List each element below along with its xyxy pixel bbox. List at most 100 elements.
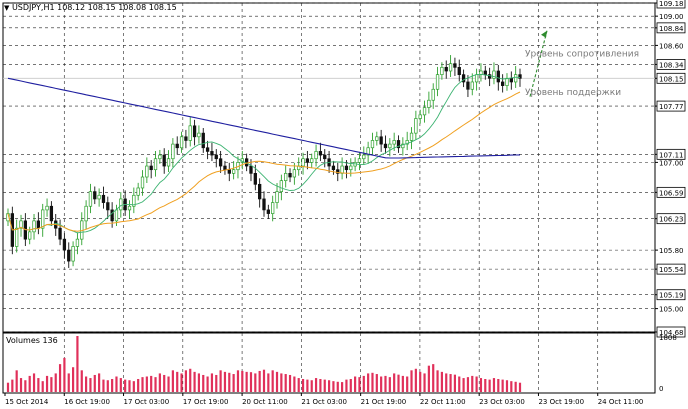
candle-body — [41, 209, 45, 229]
candle-body — [405, 140, 409, 145]
candle-body — [453, 63, 457, 68]
candle-body — [188, 125, 192, 141]
price-axis-label: 107.00 — [659, 159, 684, 167]
dropdown-triangle-icon[interactable]: ▼ — [4, 4, 10, 12]
time-axis-label: 20 Oct 11:00 — [242, 398, 288, 406]
candle-body — [106, 202, 110, 211]
candle-body — [262, 198, 266, 211]
candle-body — [179, 136, 184, 149]
candle-body — [487, 74, 492, 79]
price-axis-label: 108.60 — [659, 42, 684, 50]
candle-body — [145, 165, 149, 178]
candle-body — [197, 132, 201, 138]
time-axis-label: 23 Oct 19:00 — [538, 398, 584, 406]
candle-body — [388, 143, 392, 149]
price-label-box — [656, 326, 686, 338]
price-axis-label: 105.00 — [659, 306, 684, 314]
candle-body — [292, 169, 297, 178]
candle-body — [201, 132, 205, 149]
candle-body — [266, 209, 270, 214]
price-axis-label: 104.68 — [659, 329, 684, 337]
candle-body — [349, 165, 353, 171]
support-label: Уровень поддержки — [525, 88, 621, 98]
candle-body — [336, 169, 340, 174]
candle-body — [114, 209, 119, 222]
candle-body — [214, 154, 218, 160]
candle-body — [15, 227, 19, 247]
candle-body — [162, 154, 166, 167]
candle-body — [192, 125, 197, 138]
price-axis-label: 106.23 — [659, 216, 684, 224]
candle-body — [409, 132, 414, 141]
price-axis-label: 105.19 — [659, 292, 684, 300]
candle-body — [305, 158, 310, 163]
candle-body — [440, 66, 444, 75]
price-axis-label: 109.00 — [659, 13, 684, 21]
candle-body — [45, 205, 49, 211]
candle-body — [271, 202, 275, 214]
candle-body — [231, 169, 236, 174]
candle-body — [514, 74, 518, 83]
price-label-box — [656, 72, 686, 84]
candle-body — [136, 187, 140, 196]
candle-body — [279, 180, 284, 192]
candle-body — [370, 140, 375, 149]
price-label-box — [656, 186, 686, 198]
candle-body — [414, 118, 418, 134]
price-label-box — [656, 213, 686, 225]
time-axis-label: 21 Oct 03:00 — [301, 398, 347, 406]
volume-axis-label: 1808 — [659, 334, 677, 342]
resistance-label: Уровень сопротивления — [525, 49, 639, 59]
time-axis-label: 17 Oct 03:00 — [124, 398, 170, 406]
price-axis-label: 108.84 — [659, 25, 684, 33]
candle-body — [431, 88, 435, 101]
candle-body — [58, 227, 62, 240]
candle-body — [344, 165, 349, 171]
candle-body — [457, 66, 461, 75]
candle-body — [340, 165, 344, 174]
candle-body — [509, 77, 513, 83]
candle-body — [205, 147, 210, 152]
candle-body — [323, 154, 327, 160]
candle-body — [379, 136, 383, 145]
candle-body — [110, 209, 114, 222]
candle-body — [223, 165, 227, 171]
candle-body — [396, 140, 401, 149]
time-axis-label: 24 Oct 11:00 — [598, 398, 644, 406]
candle-body — [444, 66, 448, 72]
volume-panel-frame — [2, 332, 656, 394]
candle-body — [483, 70, 487, 75]
candle-body — [249, 165, 253, 174]
volume-axis-label: 0 — [659, 385, 663, 393]
time-axis-label: 15 Oct 2014 — [5, 398, 49, 406]
candle-body — [101, 194, 106, 203]
price-label-box — [656, 289, 686, 301]
candle-body — [375, 136, 379, 141]
candle-body — [492, 70, 496, 79]
time-axis-label: 17 Oct 19:00 — [183, 398, 229, 406]
price-label-box — [656, 0, 686, 9]
price-axis-label: 108.15 — [659, 75, 684, 83]
time-axis-label: 21 Oct 19:00 — [361, 398, 407, 406]
time-axis-label: 23 Oct 03:00 — [479, 398, 525, 406]
candle-body — [67, 249, 71, 262]
candle-body — [366, 147, 370, 156]
ma-mid-line — [7, 91, 521, 232]
candle-body — [210, 151, 214, 156]
candle-body — [275, 191, 279, 203]
candle-body — [331, 165, 336, 171]
candle-body — [75, 238, 80, 247]
chart-title: ▼ USDJPY,H1 108.12 108.15 108.08 108.15 — [4, 3, 177, 12]
candle-body — [505, 77, 509, 86]
candle-body — [518, 74, 522, 79]
candle-body — [418, 114, 422, 119]
price-label-box — [656, 263, 686, 275]
candle-body — [496, 70, 500, 83]
candle-body — [84, 205, 88, 222]
candle-body — [284, 172, 288, 182]
candle-body — [127, 205, 132, 211]
price-axis-label: 106.59 — [659, 189, 684, 197]
candle-body — [166, 158, 171, 167]
